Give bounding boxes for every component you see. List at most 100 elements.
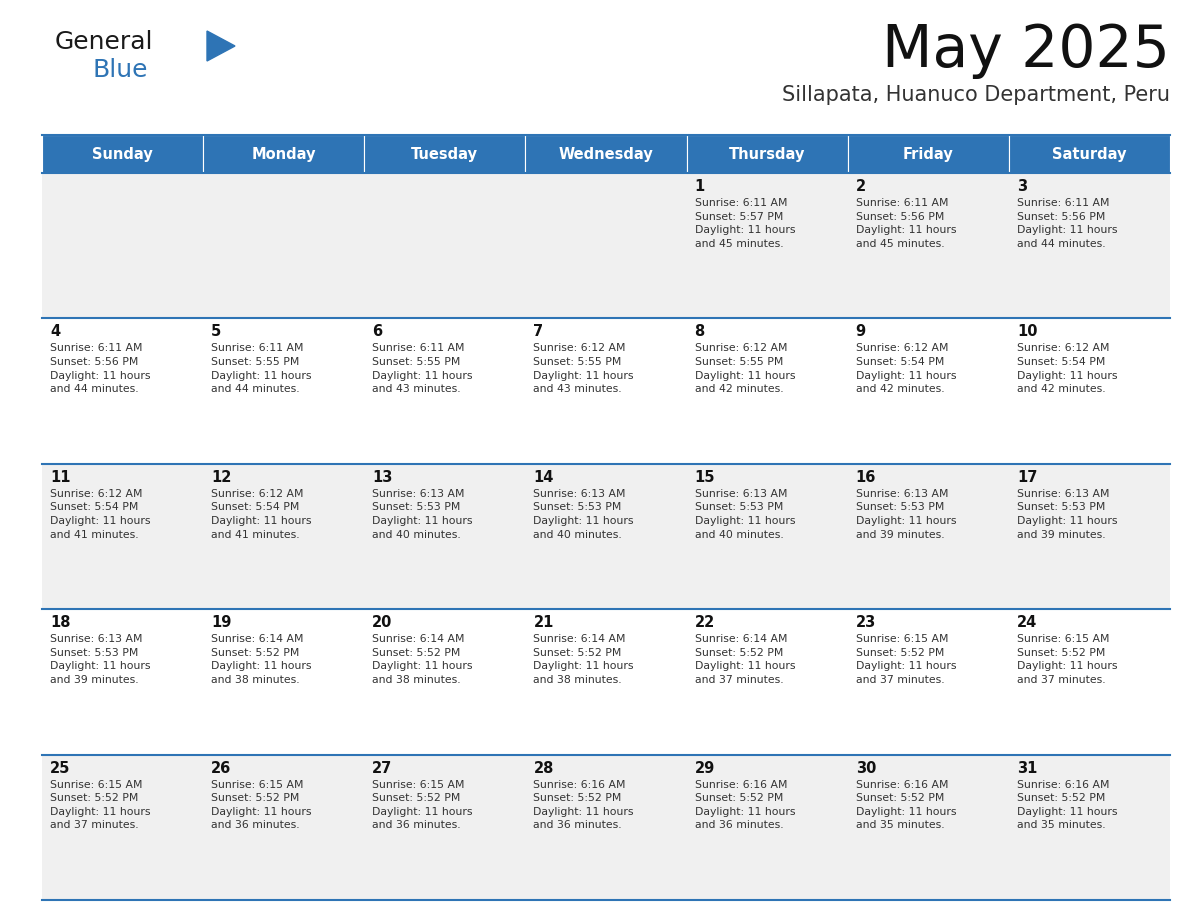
Bar <box>687 755 848 900</box>
Bar <box>525 755 687 900</box>
Text: Sunrise: 6:14 AM
Sunset: 5:52 PM
Daylight: 11 hours
and 38 minutes.: Sunrise: 6:14 AM Sunset: 5:52 PM Dayligh… <box>211 634 311 685</box>
Text: 21: 21 <box>533 615 554 630</box>
Text: 4: 4 <box>50 324 61 340</box>
Text: 19: 19 <box>211 615 232 630</box>
Text: 2: 2 <box>855 179 866 194</box>
Text: May 2025: May 2025 <box>883 22 1170 79</box>
Text: 5: 5 <box>211 324 221 340</box>
Text: Sillapata, Huanuco Department, Peru: Sillapata, Huanuco Department, Peru <box>782 85 1170 105</box>
Text: Saturday: Saturday <box>1053 147 1126 162</box>
Bar <box>203 319 365 464</box>
Text: 24: 24 <box>1017 615 1037 630</box>
Text: Sunrise: 6:12 AM
Sunset: 5:54 PM
Daylight: 11 hours
and 42 minutes.: Sunrise: 6:12 AM Sunset: 5:54 PM Dayligh… <box>855 343 956 394</box>
Text: 16: 16 <box>855 470 876 485</box>
Text: 23: 23 <box>855 615 876 630</box>
Text: Sunrise: 6:16 AM
Sunset: 5:52 PM
Daylight: 11 hours
and 35 minutes.: Sunrise: 6:16 AM Sunset: 5:52 PM Dayligh… <box>855 779 956 831</box>
Bar <box>42 755 203 900</box>
Text: 27: 27 <box>372 761 392 776</box>
Text: Sunrise: 6:15 AM
Sunset: 5:52 PM
Daylight: 11 hours
and 37 minutes.: Sunrise: 6:15 AM Sunset: 5:52 PM Dayligh… <box>855 634 956 685</box>
Text: 10: 10 <box>1017 324 1037 340</box>
Text: Sunrise: 6:16 AM
Sunset: 5:52 PM
Daylight: 11 hours
and 36 minutes.: Sunrise: 6:16 AM Sunset: 5:52 PM Dayligh… <box>533 779 634 831</box>
Polygon shape <box>207 31 235 61</box>
Text: Sunrise: 6:16 AM
Sunset: 5:52 PM
Daylight: 11 hours
and 36 minutes.: Sunrise: 6:16 AM Sunset: 5:52 PM Dayligh… <box>695 779 795 831</box>
Text: Sunrise: 6:13 AM
Sunset: 5:53 PM
Daylight: 11 hours
and 39 minutes.: Sunrise: 6:13 AM Sunset: 5:53 PM Dayligh… <box>50 634 151 685</box>
Bar <box>687 173 848 319</box>
Text: Sunrise: 6:12 AM
Sunset: 5:54 PM
Daylight: 11 hours
and 41 minutes.: Sunrise: 6:12 AM Sunset: 5:54 PM Dayligh… <box>50 488 151 540</box>
Bar <box>42 319 203 464</box>
Bar <box>1009 135 1170 173</box>
Text: Sunrise: 6:14 AM
Sunset: 5:52 PM
Daylight: 11 hours
and 38 minutes.: Sunrise: 6:14 AM Sunset: 5:52 PM Dayligh… <box>372 634 473 685</box>
Bar <box>365 610 525 755</box>
Text: 1: 1 <box>695 179 704 194</box>
Bar <box>687 135 848 173</box>
Text: Sunrise: 6:15 AM
Sunset: 5:52 PM
Daylight: 11 hours
and 37 minutes.: Sunrise: 6:15 AM Sunset: 5:52 PM Dayligh… <box>50 779 151 831</box>
Bar <box>525 610 687 755</box>
Bar <box>848 464 1009 610</box>
Bar <box>687 319 848 464</box>
Bar <box>365 319 525 464</box>
Bar <box>365 755 525 900</box>
Text: 12: 12 <box>211 470 232 485</box>
Bar <box>1009 173 1170 319</box>
Bar <box>1009 755 1170 900</box>
Text: Friday: Friday <box>903 147 954 162</box>
Bar <box>687 610 848 755</box>
Text: Sunrise: 6:11 AM
Sunset: 5:56 PM
Daylight: 11 hours
and 44 minutes.: Sunrise: 6:11 AM Sunset: 5:56 PM Dayligh… <box>50 343 151 394</box>
Text: Sunrise: 6:12 AM
Sunset: 5:55 PM
Daylight: 11 hours
and 42 minutes.: Sunrise: 6:12 AM Sunset: 5:55 PM Dayligh… <box>695 343 795 394</box>
Bar <box>848 173 1009 319</box>
Bar <box>203 173 365 319</box>
Text: 29: 29 <box>695 761 715 776</box>
Bar <box>1009 319 1170 464</box>
Bar <box>203 610 365 755</box>
Bar <box>42 173 203 319</box>
Text: Sunrise: 6:15 AM
Sunset: 5:52 PM
Daylight: 11 hours
and 37 minutes.: Sunrise: 6:15 AM Sunset: 5:52 PM Dayligh… <box>1017 634 1118 685</box>
Text: 17: 17 <box>1017 470 1037 485</box>
Text: Sunrise: 6:11 AM
Sunset: 5:57 PM
Daylight: 11 hours
and 45 minutes.: Sunrise: 6:11 AM Sunset: 5:57 PM Dayligh… <box>695 198 795 249</box>
Text: Sunrise: 6:13 AM
Sunset: 5:53 PM
Daylight: 11 hours
and 40 minutes.: Sunrise: 6:13 AM Sunset: 5:53 PM Dayligh… <box>372 488 473 540</box>
Text: 6: 6 <box>372 324 383 340</box>
Text: Sunrise: 6:13 AM
Sunset: 5:53 PM
Daylight: 11 hours
and 40 minutes.: Sunrise: 6:13 AM Sunset: 5:53 PM Dayligh… <box>695 488 795 540</box>
Bar <box>848 610 1009 755</box>
Bar <box>525 319 687 464</box>
Text: 31: 31 <box>1017 761 1037 776</box>
Text: Sunrise: 6:13 AM
Sunset: 5:53 PM
Daylight: 11 hours
and 39 minutes.: Sunrise: 6:13 AM Sunset: 5:53 PM Dayligh… <box>1017 488 1118 540</box>
Text: Sunday: Sunday <box>93 147 153 162</box>
Text: 26: 26 <box>211 761 232 776</box>
Bar <box>687 464 848 610</box>
Bar <box>848 755 1009 900</box>
Text: 13: 13 <box>372 470 393 485</box>
Bar <box>525 464 687 610</box>
Text: Wednesday: Wednesday <box>558 147 653 162</box>
Text: Sunrise: 6:16 AM
Sunset: 5:52 PM
Daylight: 11 hours
and 35 minutes.: Sunrise: 6:16 AM Sunset: 5:52 PM Dayligh… <box>1017 779 1118 831</box>
Text: Sunrise: 6:11 AM
Sunset: 5:55 PM
Daylight: 11 hours
and 44 minutes.: Sunrise: 6:11 AM Sunset: 5:55 PM Dayligh… <box>211 343 311 394</box>
Text: Sunrise: 6:13 AM
Sunset: 5:53 PM
Daylight: 11 hours
and 39 minutes.: Sunrise: 6:13 AM Sunset: 5:53 PM Dayligh… <box>855 488 956 540</box>
Bar <box>1009 610 1170 755</box>
Text: 3: 3 <box>1017 179 1026 194</box>
Text: 9: 9 <box>855 324 866 340</box>
Bar <box>42 464 203 610</box>
Text: 15: 15 <box>695 470 715 485</box>
Bar <box>848 135 1009 173</box>
Text: Sunrise: 6:15 AM
Sunset: 5:52 PM
Daylight: 11 hours
and 36 minutes.: Sunrise: 6:15 AM Sunset: 5:52 PM Dayligh… <box>372 779 473 831</box>
Text: Sunrise: 6:12 AM
Sunset: 5:54 PM
Daylight: 11 hours
and 42 minutes.: Sunrise: 6:12 AM Sunset: 5:54 PM Dayligh… <box>1017 343 1118 394</box>
Bar <box>848 319 1009 464</box>
Bar <box>203 135 365 173</box>
Text: 20: 20 <box>372 615 393 630</box>
Bar <box>525 173 687 319</box>
Text: Sunrise: 6:11 AM
Sunset: 5:55 PM
Daylight: 11 hours
and 43 minutes.: Sunrise: 6:11 AM Sunset: 5:55 PM Dayligh… <box>372 343 473 394</box>
Text: 25: 25 <box>50 761 70 776</box>
Bar <box>365 173 525 319</box>
Text: Monday: Monday <box>252 147 316 162</box>
Bar <box>365 464 525 610</box>
Text: Sunrise: 6:14 AM
Sunset: 5:52 PM
Daylight: 11 hours
and 38 minutes.: Sunrise: 6:14 AM Sunset: 5:52 PM Dayligh… <box>533 634 634 685</box>
Text: Sunrise: 6:11 AM
Sunset: 5:56 PM
Daylight: 11 hours
and 44 minutes.: Sunrise: 6:11 AM Sunset: 5:56 PM Dayligh… <box>1017 198 1118 249</box>
Text: 14: 14 <box>533 470 554 485</box>
Text: Sunrise: 6:13 AM
Sunset: 5:53 PM
Daylight: 11 hours
and 40 minutes.: Sunrise: 6:13 AM Sunset: 5:53 PM Dayligh… <box>533 488 634 540</box>
Text: 18: 18 <box>50 615 70 630</box>
Text: 8: 8 <box>695 324 704 340</box>
Text: Sunrise: 6:15 AM
Sunset: 5:52 PM
Daylight: 11 hours
and 36 minutes.: Sunrise: 6:15 AM Sunset: 5:52 PM Dayligh… <box>211 779 311 831</box>
Bar <box>1009 464 1170 610</box>
Text: 11: 11 <box>50 470 70 485</box>
Text: Sunrise: 6:12 AM
Sunset: 5:54 PM
Daylight: 11 hours
and 41 minutes.: Sunrise: 6:12 AM Sunset: 5:54 PM Dayligh… <box>211 488 311 540</box>
Text: 22: 22 <box>695 615 715 630</box>
